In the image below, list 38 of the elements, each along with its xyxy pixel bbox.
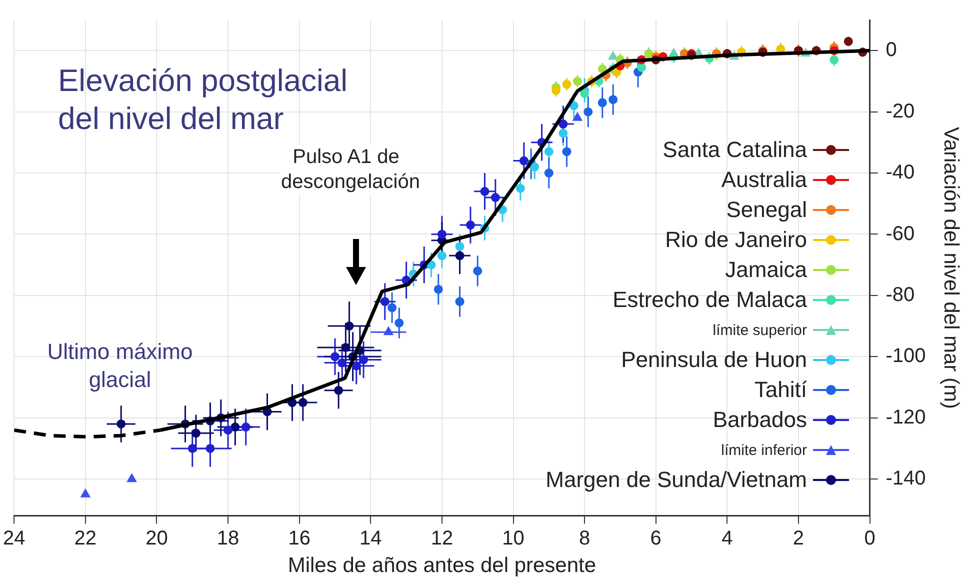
y-tick-label: -140 — [886, 468, 926, 490]
x-tick-label: 16 — [288, 527, 310, 550]
y-tick-label: 0 — [886, 39, 897, 62]
legend-label: Margen de Sunda/Vietnam — [546, 467, 807, 493]
y-tick-label: -20 — [886, 100, 915, 122]
legend-label: Estrecho de Malaca — [612, 287, 807, 313]
x-axis-title: Miles de años antes del presente — [288, 554, 596, 578]
y-tick-label: -120 — [886, 406, 926, 428]
legend-label: límite inferior — [721, 442, 807, 458]
x-tick-label: 18 — [216, 527, 240, 550]
x-tick-label: 22 — [74, 527, 97, 550]
y-tick-label: -80 — [886, 284, 915, 306]
y-tick-label: -60 — [886, 222, 915, 245]
legend-label: Rio de Janeiro — [665, 227, 807, 253]
legend-label: Jamaica — [725, 257, 807, 283]
x-tick-label: 0 — [864, 527, 876, 550]
x-tick-label: 6 — [650, 527, 662, 550]
legend-label: Santa Catalina — [662, 137, 807, 163]
legend-label: Peninsula de Huon — [621, 347, 807, 373]
y-tick-label: -40 — [886, 162, 915, 184]
annotation: Ultimo máximo glacial — [46, 338, 194, 394]
x-tick-label: 4 — [722, 527, 733, 550]
x-tick-label: 10 — [502, 527, 524, 550]
legend-label: Australia — [721, 167, 807, 193]
legend-label: límite superior — [712, 322, 807, 338]
x-tick-label: 12 — [430, 527, 454, 550]
legend-label: Barbados — [712, 407, 807, 433]
legend-label: Senegal — [726, 197, 807, 223]
y-axis-title: Variación del nivel del mar (m) — [940, 126, 963, 409]
text: Elevación postglacial del nivel del mar — [58, 62, 349, 138]
x-tick-label: 14 — [360, 527, 382, 550]
y-tick-label: -100 — [886, 345, 926, 368]
legend-label: Tahití — [754, 377, 807, 403]
x-tick-label: 8 — [578, 527, 590, 550]
x-tick-label: 2 — [792, 527, 804, 550]
annotation: Pulso A1 de descongelación — [281, 145, 420, 195]
x-tick-label: 24 — [3, 527, 26, 550]
x-tick-label: 20 — [146, 527, 168, 550]
